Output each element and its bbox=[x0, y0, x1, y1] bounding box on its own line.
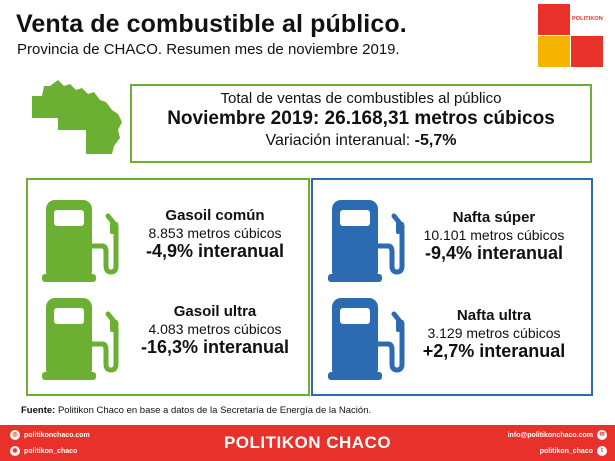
email-icon: ✉ bbox=[597, 430, 607, 440]
summary-variation: Variación interanual: -5,7% bbox=[132, 132, 590, 150]
logo-text: POLITIKON bbox=[572, 16, 603, 22]
globe-icon: ◎ bbox=[10, 430, 20, 440]
fuel-pump-icon bbox=[328, 298, 405, 380]
fuel-card-nafta-super: Nafta súper 10.101 metros cúbicos -9,4% … bbox=[402, 209, 586, 264]
twitter-text: politikon_chaco bbox=[539, 447, 593, 455]
fuel-name: Nafta súper bbox=[452, 209, 536, 226]
footnote-text: Politikon Chaco en base a datos de la Se… bbox=[57, 405, 372, 416]
fuel-volume: 8.853 metros cúbicos bbox=[148, 225, 282, 241]
politikon-logo: POLITIKON bbox=[538, 4, 603, 67]
fuel-card-gasoil-ultra: Gasoil ultra 4.083 metros cúbicos -16,3%… bbox=[122, 303, 308, 358]
instagram-link[interactable]: ◉ politikon_chaco bbox=[10, 446, 77, 456]
page-subtitle: Provincia de CHACO. Resumen mes de novie… bbox=[17, 41, 400, 58]
source-footnote: Fuente: Politikon Chaco en base a datos … bbox=[21, 405, 371, 416]
fuel-variation: +2,7% interanual bbox=[422, 341, 566, 361]
footer-brand: POLITIKON CHACO bbox=[223, 433, 392, 452]
summary-line1: Total de ventas de combustibles al públi… bbox=[220, 90, 502, 107]
fuel-variation: -16,3% interanual bbox=[140, 337, 290, 357]
fuel-pump-icon bbox=[42, 200, 119, 282]
twitter-link[interactable]: politikon_chaco t bbox=[540, 446, 607, 456]
fuel-pump-icon bbox=[42, 298, 119, 380]
fuel-volume: 4.083 metros cúbicos bbox=[148, 321, 282, 337]
summary-total: Noviembre 2019: 26.168,31 metros cúbicos bbox=[167, 108, 555, 129]
chaco-map-icon bbox=[32, 80, 122, 154]
nafta-panel bbox=[311, 178, 593, 396]
fuel-volume: 3.129 metros cúbicos bbox=[427, 325, 561, 341]
website-link[interactable]: ◎ politikonchaco.com bbox=[10, 430, 90, 440]
fuel-name: Nafta ultra bbox=[456, 307, 532, 324]
instagram-icon: ◉ bbox=[10, 446, 20, 456]
instagram-text: politikon_chaco bbox=[24, 447, 78, 455]
fuel-name: Gasoil ultra bbox=[173, 303, 257, 320]
summary-box: Total de ventas de combustibles al públi… bbox=[130, 84, 592, 163]
fuel-card-gasoil-comun: Gasoil común 8.853 metros cúbicos -4,9% … bbox=[128, 207, 302, 262]
page-title: Venta de combustible al público. bbox=[16, 10, 407, 38]
fuel-pump-icon bbox=[328, 200, 405, 282]
fuel-variation: -4,9% interanual bbox=[145, 241, 285, 261]
website-text: politikonchaco.com bbox=[24, 431, 90, 439]
fuel-name: Gasoil común bbox=[165, 207, 265, 224]
email-link[interactable]: info@politikonchaco.com ✉ bbox=[508, 430, 607, 440]
gasoil-panel bbox=[26, 178, 310, 396]
twitter-icon: t bbox=[597, 446, 607, 456]
variation-label: Variación interanual: bbox=[265, 132, 411, 149]
footnote-label: Fuente: bbox=[21, 405, 56, 416]
fuel-variation: -9,4% interanual bbox=[424, 243, 564, 263]
fuel-card-nafta-ultra: Nafta ultra 3.129 metros cúbicos +2,7% i… bbox=[402, 307, 586, 362]
email-text: info@politikonchaco.com bbox=[507, 431, 593, 439]
footer-bar: ◎ politikonchaco.com ◉ politikon_chaco P… bbox=[0, 425, 615, 461]
variation-value: -5,7% bbox=[414, 132, 457, 149]
fuel-volume: 10.101 metros cúbicos bbox=[423, 227, 565, 243]
